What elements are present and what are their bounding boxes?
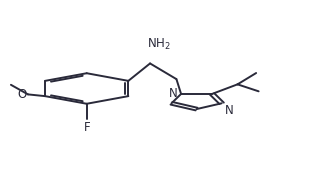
Text: NH$_2$: NH$_2$	[147, 37, 171, 52]
Text: N: N	[169, 87, 177, 99]
Text: O: O	[17, 88, 26, 101]
Text: F: F	[83, 121, 90, 134]
Text: N: N	[225, 104, 233, 117]
